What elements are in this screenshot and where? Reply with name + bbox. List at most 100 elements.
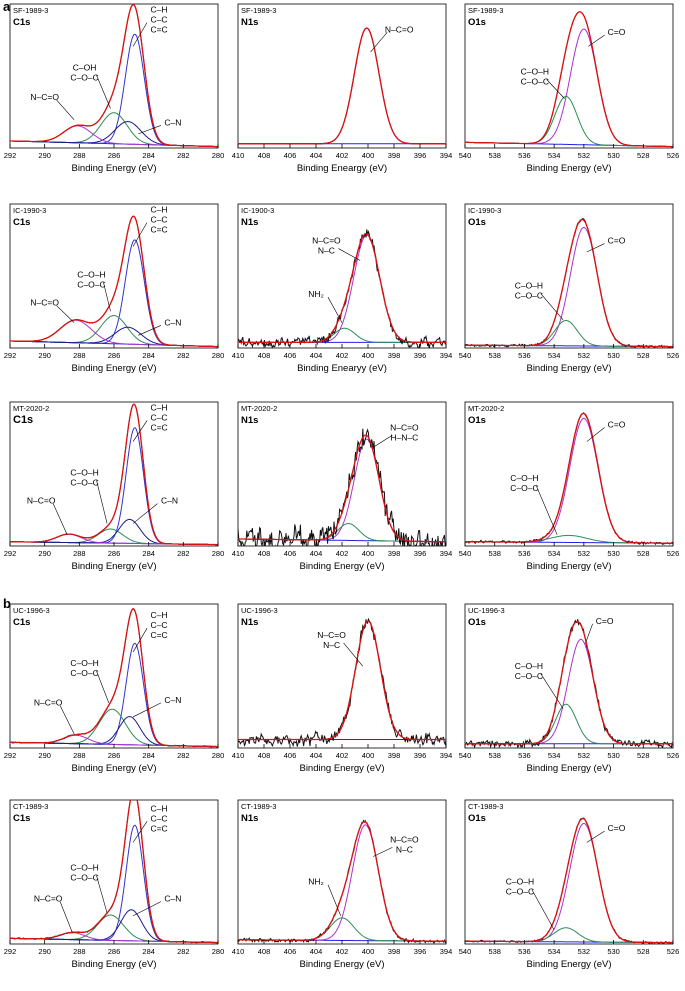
x-axis-label: Binding Energy (eV): [299, 561, 384, 572]
x-tick-label: 284: [142, 351, 155, 360]
measured-spectrum: [465, 817, 673, 944]
peak-annotation: N–C=O: [390, 834, 419, 844]
x-tick-label: 282: [177, 549, 190, 558]
x-tick-label: 528: [637, 549, 650, 558]
annotation-leader: [132, 702, 162, 718]
x-tick-label: 408: [258, 151, 271, 160]
envelope-fit: [238, 434, 446, 543]
region-label: N1s: [241, 617, 258, 628]
component-peak-400.1: [238, 234, 446, 343]
peak-annotation: C–H: [151, 205, 168, 215]
x-tick-label: 408: [258, 351, 271, 360]
component-peak-532: [465, 417, 673, 544]
annotation-leader: [132, 420, 148, 442]
annotation-leader: [327, 884, 341, 916]
x-tick-label: 538: [488, 351, 501, 360]
x-tick-label: 398: [388, 947, 401, 956]
plot-frame: [9, 3, 219, 149]
component-peak-285.1: [10, 716, 218, 748]
envelope-fit: [10, 403, 218, 546]
x-tick-label: 394: [440, 549, 453, 558]
peak-annotation: NH₂: [308, 289, 324, 299]
x-tick-label: 528: [637, 947, 650, 956]
x-tick-label: 286: [108, 351, 121, 360]
envelope-fit: [238, 27, 446, 145]
annotation-leader: [132, 628, 148, 653]
peak-annotation: C=C: [150, 225, 167, 235]
x-tick-label: 408: [258, 549, 271, 558]
envelope-fit: [465, 218, 673, 348]
x-tick-label: 402: [336, 151, 349, 160]
x-tick-label: 400: [362, 549, 375, 558]
peak-annotation: C–O–H: [515, 661, 543, 671]
x-tick-label: 526: [667, 947, 680, 956]
x-tick-label: 402: [336, 751, 349, 760]
x-tick-label: 404: [310, 549, 323, 558]
x-tick-label: 406: [284, 151, 297, 160]
x-tick-label: 530: [607, 351, 620, 360]
peak-annotation: N–C: [396, 844, 413, 854]
envelope-fit: [10, 800, 218, 944]
panel-mt-2020-2-c1s: 292 290 288 286 284 282 280 Binding Energy (eV)…: [4, 401, 224, 572]
peak-annotation: C–H: [151, 610, 168, 620]
peak-annotation: C–C: [151, 620, 168, 630]
region-label: N1s: [241, 813, 258, 824]
component-peak-401.8: [238, 327, 446, 343]
x-tick-label: 290: [38, 549, 51, 558]
x-tick-label: 292: [4, 751, 17, 760]
measured-spectrum: [238, 428, 446, 546]
peak-annotation: N–C: [318, 246, 335, 256]
x-axis-label: Binding Energy (eV): [71, 959, 156, 970]
x-tick-label: 396: [414, 351, 427, 360]
peak-annotation: C=O: [596, 616, 614, 626]
x-tick-label: 290: [38, 351, 51, 360]
component-peak-286.1: [10, 708, 218, 748]
x-tick-label: 528: [637, 751, 650, 760]
panel-mt-2020-2-n1s: 410 408 406 404 402 400 398 396 394 Binding Energ…: [232, 401, 453, 572]
x-tick-label: 288: [73, 351, 86, 360]
measured-spectrum: [465, 11, 673, 148]
panel-sf-1989-3-c1s: 292 290 288 286 284 282 280 Binding Energy (eV)…: [4, 3, 224, 174]
peak-annotation: C–O–H: [77, 269, 105, 279]
x-axis-label: Binding Energy (eV): [71, 363, 156, 374]
x-tick-label: 400: [362, 351, 375, 360]
sample-name: IC-1990-3: [468, 206, 501, 215]
x-tick-label: 410: [232, 947, 245, 956]
peak-annotation: N–C=O: [30, 298, 59, 308]
x-tick-label: 284: [142, 549, 155, 558]
panel-sf-1989-3-o1s: 540 538 536 534 532 530 528 526 Binding Energy (…: [459, 3, 679, 174]
annotation-leader: [59, 901, 73, 933]
panel-ct-1989-3-o1s: 540 538 536 534 532 530 528 526 Binding Energy (…: [459, 799, 680, 970]
annotation-leader: [370, 32, 388, 53]
x-tick-label: 288: [73, 751, 86, 760]
annotation-leader: [96, 875, 108, 914]
panel-uc-1996-3-c1s: 292 290 288 286 284 282 280 Binding Energy (eV)…: [4, 603, 224, 774]
x-tick-label: 282: [177, 751, 190, 760]
measured-spectrum: [238, 229, 446, 348]
annotation-leader: [96, 480, 108, 524]
peak-annotation: C–C: [151, 215, 168, 225]
x-tick-label: 532: [578, 549, 591, 558]
plot-area: [10, 607, 218, 748]
x-tick-label: 280: [212, 947, 225, 956]
x-tick-label: 406: [284, 351, 297, 360]
annotation-leader: [56, 99, 75, 120]
panel-mt-2020-2-o1s: 540 538 536 534 532 530 528 526 Binding Energy (…: [459, 401, 679, 572]
peak-annotation: C–O–H: [515, 281, 543, 291]
region-label: C1s: [13, 813, 30, 824]
envelope-fit: [465, 11, 673, 148]
region-label: C1s: [13, 217, 30, 228]
peak-annotation: C–C: [151, 15, 168, 25]
x-tick-label: 540: [459, 751, 472, 760]
component-peak-533.2: [465, 703, 673, 745]
x-tick-label: 534: [548, 751, 561, 760]
annotation-leader: [536, 485, 558, 535]
peak-annotation: C–O–H: [70, 467, 98, 477]
plot-frame: [464, 603, 674, 749]
peak-annotation: N–C=O: [312, 236, 341, 246]
x-tick-label: 406: [284, 549, 297, 558]
region-label: O1s: [468, 17, 486, 28]
component-peak-533.2: [465, 927, 673, 944]
sample-name: CT-1989-3: [468, 802, 503, 811]
x-tick-label: 286: [108, 549, 121, 558]
